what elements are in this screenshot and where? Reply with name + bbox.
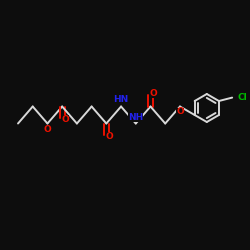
Text: O: O xyxy=(106,132,113,141)
Text: HN: HN xyxy=(114,96,129,104)
Text: O: O xyxy=(150,89,158,98)
Text: O: O xyxy=(61,115,69,124)
Text: O: O xyxy=(176,108,184,116)
Text: NH: NH xyxy=(128,112,144,122)
Text: Cl: Cl xyxy=(237,93,247,102)
Text: O: O xyxy=(44,124,51,134)
